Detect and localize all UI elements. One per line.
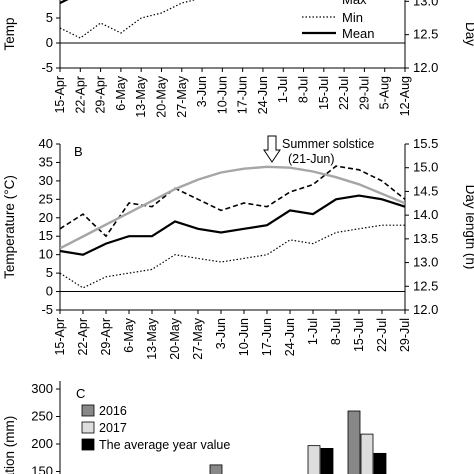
- panel-a: 5 0 -5 13.0 12.5 12.0 15-Apr 22-Apr 29-Apr 6-May 1…: [2, 0, 474, 118]
- y-tick-label: 30: [39, 173, 53, 188]
- x-tick-label: 1-Jul: [306, 318, 320, 345]
- x-tick-label: 10-Jun: [237, 318, 251, 356]
- y2-tick-label: 15.5: [413, 136, 438, 151]
- y2-tick-label: 12.0: [413, 60, 438, 75]
- x-tick-label: 15-Jul: [352, 318, 366, 352]
- y-axis-label: Temp: [2, 17, 17, 50]
- annotation-line1: Summer solstice: [282, 137, 374, 151]
- y2-tick-label: 12.5: [413, 27, 438, 42]
- y-tick-label: 10: [39, 247, 53, 262]
- y-tick-label: 0: [46, 35, 53, 50]
- x-tick-label: 12-Aug: [398, 76, 412, 116]
- x-tick-label: 3-Jun: [214, 318, 228, 349]
- y-tick-label: 300: [31, 381, 53, 396]
- panel-label: C: [76, 386, 85, 401]
- solstice-arrow: [263, 135, 281, 163]
- legend-swatch: [81, 421, 95, 434]
- x-tick-label: 8-Jul: [297, 76, 311, 103]
- y2-axis-label: Day length (h): [463, 185, 474, 270]
- series-min: [60, 0, 197, 39]
- y-axis-label: ation (mm): [2, 416, 17, 474]
- x-tick-label: 27-May: [175, 75, 189, 117]
- x-tick-label: 22-Apr: [73, 76, 87, 114]
- x-tick-label: 29-Jul: [357, 76, 371, 110]
- x-tick-label: 13-May: [134, 75, 148, 117]
- bar: [307, 445, 321, 474]
- x-tick-label: 22-Jul: [337, 76, 351, 110]
- legend-label-mean: Mean: [342, 26, 375, 41]
- legend-label: The average year value: [99, 438, 230, 452]
- y2-tick-label: 12.5: [413, 278, 438, 293]
- x-tick-label: 6-May: [114, 75, 128, 110]
- y-tick-label: 20: [39, 210, 53, 225]
- x-tick-label: 17-Jun: [236, 76, 250, 114]
- legend-swatch: [81, 438, 95, 451]
- y-tick-label: 15: [39, 228, 53, 243]
- y-tick-label: 200: [31, 436, 53, 451]
- legend-label-max: Max: [342, 0, 367, 7]
- y2-tick-label: 13.0: [413, 255, 438, 270]
- y2-tick-label: 13.0: [413, 0, 438, 8]
- x-tick-label: 29-Jul: [398, 318, 412, 352]
- y-tick-label: 5: [46, 10, 53, 25]
- y2-tick-label: 14.0: [413, 207, 438, 222]
- y-tick-label: 25: [39, 191, 53, 206]
- y-axis-label: Temperature (°C): [2, 175, 17, 279]
- y-tick-label: 250: [31, 409, 53, 424]
- x-tick-label: 3-Jun: [195, 76, 209, 107]
- x-tick-label: 8-Jul: [329, 318, 343, 345]
- series-max: [60, 165, 405, 238]
- x-tick-label: 20-May: [154, 75, 168, 117]
- legend-label: 2017: [99, 421, 127, 435]
- x-tick-label: 29-Apr: [94, 76, 108, 114]
- x-tick-label: 13-May: [145, 317, 159, 359]
- x-tick-label: 15-Apr: [53, 76, 67, 114]
- bar: [209, 464, 223, 474]
- y-tick-label: 150: [31, 464, 53, 474]
- series-day-length: [60, 165, 405, 250]
- bar: [347, 410, 361, 474]
- x-tick-label: 27-May: [191, 317, 205, 359]
- series-mean: [60, 194, 405, 256]
- x-tick-label: 24-Jun: [256, 76, 270, 114]
- x-tick-label: 22-Jul: [375, 318, 389, 352]
- y2-tick-label: 13.5: [413, 231, 438, 246]
- annotation-line2: (21-Jun): [288, 152, 335, 166]
- x-tick-label: 22-Apr: [76, 318, 90, 356]
- bar: [360, 433, 374, 474]
- y-tick-label: -5: [41, 302, 53, 317]
- y2-tick-label: 14.5: [413, 183, 438, 198]
- y2-tick-label: 15.0: [413, 160, 438, 175]
- y-tick-label: 35: [39, 154, 53, 169]
- y2-axis-label: Day: [463, 22, 474, 46]
- y-tick-label: 5: [46, 265, 53, 280]
- legend-label-min: Min: [342, 10, 363, 25]
- y-tick-label: 40: [39, 136, 53, 151]
- bar: [373, 452, 387, 474]
- panel-B: 40 35 30 25 20 15 10 5 0 -5 15.5 15.0 14.5 14.0 13.5 13…: [2, 135, 474, 360]
- y-tick-label: 0: [46, 284, 53, 299]
- x-tick-label: 1-Jul: [276, 76, 290, 103]
- x-tick-label: 29-Apr: [99, 318, 113, 356]
- panel-label: B: [74, 144, 83, 159]
- x-tick-label: 5-Aug: [378, 76, 392, 109]
- x-tick-label: 15-Apr: [53, 318, 67, 356]
- x-tick-label: 10-Jun: [215, 76, 229, 114]
- legend-label: 2016: [99, 404, 127, 418]
- x-tick-label: 24-Jun: [283, 318, 297, 356]
- x-tick-label: 17-Jun: [260, 318, 274, 356]
- x-tick-label: 20-May: [168, 317, 182, 359]
- bar: [320, 447, 334, 474]
- y-tick-label: -5: [41, 60, 53, 75]
- y2-tick-label: 12.0: [413, 302, 438, 317]
- x-tick-label: 6-May: [122, 317, 136, 352]
- legend-c: 2016 2017 The average year value: [81, 404, 230, 452]
- series-min: [60, 224, 405, 289]
- legend-swatch: [81, 404, 95, 417]
- x-tick-label: 15-Jul: [317, 76, 331, 110]
